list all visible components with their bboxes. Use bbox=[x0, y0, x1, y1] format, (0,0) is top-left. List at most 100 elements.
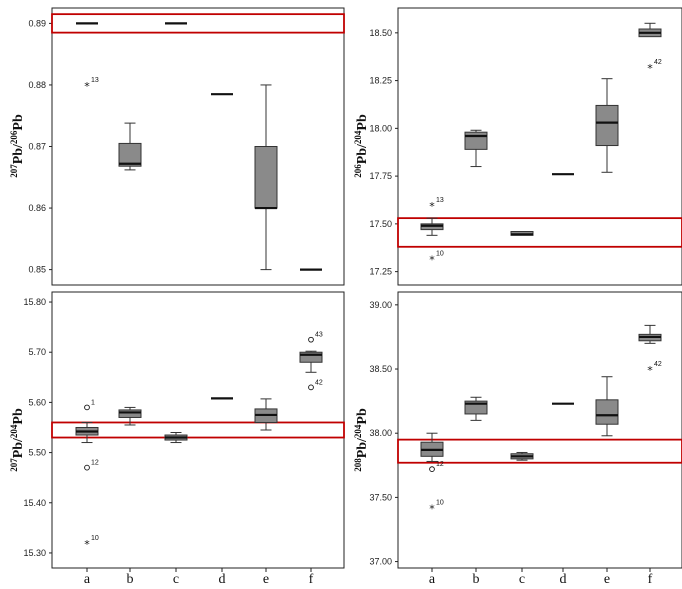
category-label-f: f bbox=[309, 572, 314, 587]
label-superscript: 207 bbox=[9, 458, 19, 472]
outlier-star: * bbox=[429, 503, 435, 516]
outlier-circle bbox=[429, 466, 435, 473]
outlier-label: 42 bbox=[315, 379, 323, 386]
y-tick-label: 5.60 bbox=[28, 397, 46, 407]
label-superscript: 204 bbox=[353, 130, 363, 144]
highlight-band bbox=[397, 438, 682, 464]
y-tick-label: 0.89 bbox=[28, 18, 46, 28]
plot-frame bbox=[51, 7, 345, 286]
plot-frame bbox=[397, 291, 682, 569]
outlier-label: 42 bbox=[654, 361, 662, 368]
label-text: Pb/ bbox=[11, 143, 26, 164]
outlier-label: 10 bbox=[436, 500, 444, 507]
category-label-b: b bbox=[127, 572, 134, 587]
box-c bbox=[164, 432, 188, 444]
y-tick-label: 0.85 bbox=[28, 265, 46, 275]
outlier-label: 13 bbox=[436, 197, 444, 204]
outlier-label: 12 bbox=[436, 461, 444, 468]
label-text: Pb/ bbox=[355, 437, 370, 458]
box-e bbox=[254, 398, 278, 431]
y-tick-label: 15.40 bbox=[23, 498, 46, 508]
outlier-label: 12 bbox=[91, 460, 99, 467]
box-e bbox=[254, 84, 278, 271]
y-tick-label: 39.00 bbox=[369, 300, 392, 310]
y-axis-label: 207Pb/206Pb bbox=[9, 114, 26, 178]
y-tick-label: 15.80 bbox=[23, 297, 46, 307]
box-iqr bbox=[118, 409, 142, 418]
box-a bbox=[75, 421, 99, 444]
y-axis-label: 207Pb/204Pb bbox=[9, 408, 26, 472]
y-axis-label: 206Pb/204Pb bbox=[353, 114, 370, 178]
label-text: Pb bbox=[355, 408, 370, 425]
outlier-label: 1 bbox=[91, 399, 95, 406]
y-tick-label: 5.50 bbox=[28, 448, 46, 458]
highlight-band bbox=[51, 421, 345, 439]
y-tick-label: 37.50 bbox=[369, 492, 392, 502]
box-e bbox=[595, 78, 619, 173]
outlier-star: * bbox=[429, 200, 435, 213]
y-tick-label: 17.75 bbox=[369, 171, 392, 181]
outlier-star: * bbox=[647, 364, 653, 377]
outlier-star: * bbox=[647, 62, 653, 75]
category-label-c: c bbox=[173, 572, 179, 587]
outlier-star: * bbox=[84, 80, 90, 93]
y-tick-label: 18.50 bbox=[369, 28, 392, 38]
box-f bbox=[638, 324, 662, 344]
box-iqr bbox=[118, 142, 142, 167]
box-e bbox=[595, 376, 619, 437]
outlier-star: * bbox=[429, 253, 435, 266]
box-b bbox=[118, 406, 142, 426]
category-label-b: b bbox=[473, 572, 480, 587]
outlier-circle bbox=[308, 384, 314, 391]
outlier-label: 10 bbox=[436, 250, 444, 257]
category-label-f: f bbox=[648, 572, 653, 587]
y-tick-label: 38.00 bbox=[369, 428, 392, 438]
label-superscript: 206 bbox=[353, 164, 363, 178]
y-tick-label: 18.00 bbox=[369, 123, 392, 133]
y-tick-label: 15.30 bbox=[23, 548, 46, 558]
label-superscript: 204 bbox=[353, 424, 363, 438]
y-tick-label: 37.00 bbox=[369, 557, 392, 567]
box-iqr bbox=[595, 104, 619, 147]
box-b bbox=[118, 122, 142, 171]
box-iqr bbox=[595, 399, 619, 425]
outlier-label: 13 bbox=[91, 77, 99, 84]
plot-frame bbox=[397, 7, 682, 286]
box-f bbox=[638, 22, 662, 38]
y-tick-label: 17.25 bbox=[369, 267, 392, 277]
category-label-e: e bbox=[604, 572, 610, 587]
category-label-a: a bbox=[84, 572, 91, 587]
y-tick-label: 5.70 bbox=[28, 347, 46, 357]
box-iqr bbox=[254, 146, 278, 209]
outlier-label: 43 bbox=[315, 332, 323, 339]
y-tick-label: 0.88 bbox=[28, 80, 46, 90]
label-text: Pb/ bbox=[355, 143, 370, 164]
label-text: Pb bbox=[11, 408, 26, 425]
box-c bbox=[510, 231, 534, 236]
box-b bbox=[464, 129, 488, 168]
box-iqr bbox=[299, 351, 323, 363]
category-label-d: d bbox=[560, 572, 567, 587]
box-b bbox=[464, 396, 488, 421]
box-f bbox=[299, 350, 323, 373]
panel-207pb-204pb: 15.30 15.40 5.50 5.60 5.70 15.80 1 12 * 10 43 42 207… bbox=[9, 291, 345, 572]
box-a bbox=[420, 432, 444, 462]
outlier-star: * bbox=[84, 538, 90, 551]
category-label-c: c bbox=[519, 572, 525, 587]
highlight-band bbox=[397, 217, 682, 248]
y-tick-label: 0.86 bbox=[28, 203, 46, 213]
outlier-label: 42 bbox=[654, 59, 662, 66]
y-tick-label: 0.87 bbox=[28, 142, 46, 152]
category-label-d: d bbox=[219, 572, 226, 587]
label-superscript: 206 bbox=[9, 130, 19, 144]
category-label-e: e bbox=[263, 572, 269, 587]
highlight-band bbox=[51, 13, 345, 34]
category-label-a: a bbox=[429, 572, 436, 587]
outlier-label: 10 bbox=[91, 535, 99, 542]
label-superscript: 204 bbox=[9, 424, 19, 438]
outlier-circle bbox=[308, 336, 314, 343]
